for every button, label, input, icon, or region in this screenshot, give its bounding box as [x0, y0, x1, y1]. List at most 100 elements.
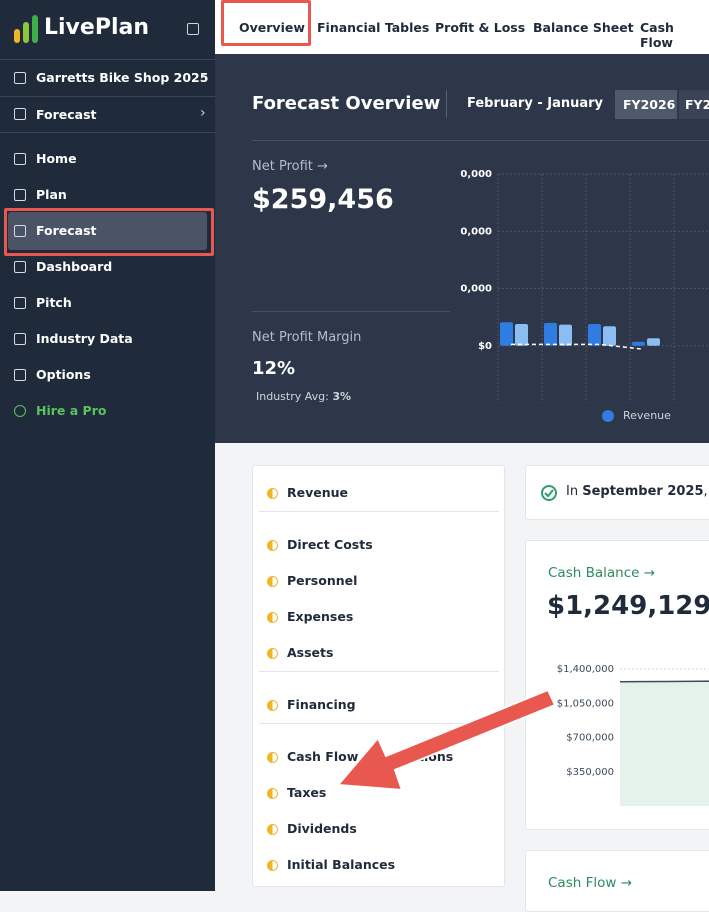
divider	[259, 723, 499, 724]
nav-item[interactable]: Industry Data	[36, 331, 133, 346]
nav-icon	[14, 405, 26, 417]
logo: LivePlan	[44, 15, 149, 40]
sidebar: LivePlan Garretts Bike Shop 2025 › Forec…	[0, 0, 215, 891]
section-selector[interactable]: Forecast	[36, 107, 97, 122]
nav-item[interactable]: Hire a Pro	[36, 403, 107, 418]
tab[interactable]: Cash Flow	[640, 20, 674, 50]
tab[interactable]: Profit & Loss	[435, 20, 526, 35]
status-icon	[267, 540, 278, 551]
year-button[interactable]	[615, 90, 677, 119]
y-tick-label: $400,000	[460, 226, 492, 237]
period: February - January	[467, 96, 604, 111]
tab[interactable]: Financial Tables	[317, 20, 430, 35]
collapse-button[interactable]	[187, 23, 199, 35]
highlight-box	[4, 208, 214, 256]
divider	[259, 671, 499, 672]
status-icon	[267, 700, 278, 711]
bar	[559, 324, 572, 346]
cash-balance-card: Cash Balance → $1,249,129 $350,000 $700,0…	[525, 540, 709, 830]
cash-balance-chart: $350,000 $700,000 $1,050,000 $1,400,000	[557, 664, 709, 806]
margin-value: 12%	[252, 358, 296, 379]
y-tick-label: $200,000	[460, 284, 492, 295]
forecast-item[interactable]: Cash Flow Assumptions	[287, 749, 454, 764]
bar	[544, 322, 557, 346]
bar	[500, 322, 513, 346]
legend-swatch	[602, 410, 614, 422]
bar	[632, 341, 645, 346]
status-icon	[267, 788, 278, 799]
industry-value: 3%	[332, 390, 352, 403]
status-icon	[267, 860, 278, 871]
nav-item[interactable]: Home	[36, 151, 77, 166]
forecast-item[interactable]: Direct Costs	[287, 537, 373, 552]
nav-item[interactable]: Plan	[36, 187, 67, 202]
y-tick-label: $350,000	[566, 767, 614, 778]
nav-icon	[14, 297, 26, 309]
nav-item[interactable]: Options	[36, 367, 91, 382]
nav-item[interactable]: Dashboard	[36, 259, 113, 274]
forecast-item[interactable]: Financing	[287, 697, 356, 712]
tab[interactable]: Balance Sheet	[533, 20, 634, 35]
status-icon	[267, 752, 278, 763]
area	[620, 681, 709, 806]
nav-icon	[14, 261, 26, 273]
divider	[259, 511, 499, 512]
notice-prefix: In	[566, 484, 579, 499]
overview-header: Forecast Overview February - January FY2…	[215, 54, 709, 443]
highlight-box	[221, 0, 311, 46]
page-title: Forecast Overview	[252, 93, 441, 114]
forecast-item[interactable]: Assets	[287, 645, 334, 660]
logo-icon	[14, 15, 38, 43]
bar	[603, 326, 616, 346]
line	[619, 680, 709, 683]
net-profit-chart: $0 $200,000 $400,000 $600,000 Revenue	[460, 169, 709, 422]
nav-icon	[14, 153, 26, 165]
nav-icon	[14, 369, 26, 381]
line	[511, 343, 644, 350]
year-label: FY2	[685, 97, 709, 112]
year-button[interactable]	[679, 90, 709, 119]
nav-item[interactable]: Pitch	[36, 295, 72, 310]
active-nav-bg	[8, 212, 207, 250]
cash-flow-card: Cash Flow →	[525, 850, 709, 912]
cash-balance-label[interactable]: Cash Balance →	[548, 565, 656, 581]
net-profit-label[interactable]: Net Profit →	[252, 159, 328, 174]
status-icon	[267, 488, 278, 499]
nav-item[interactable]: Forecast	[36, 223, 97, 238]
year-label: FY2026	[623, 97, 676, 112]
margin-label: Net Profit Margin	[252, 330, 362, 345]
bar	[515, 323, 528, 346]
forecast-item[interactable]: Expenses	[287, 609, 354, 624]
notice-rest: , y	[703, 484, 709, 499]
y-tick-label: $0	[478, 341, 492, 352]
y-tick-label: $700,000	[566, 733, 614, 744]
industry-avg: Industry Avg: 3%	[256, 390, 351, 403]
y-tick-label: $1,400,000	[557, 664, 614, 675]
forecast-item[interactable]: Initial Balances	[287, 857, 396, 872]
notice: In September 2025, y	[525, 465, 709, 520]
forecast-item[interactable]: Revenue	[287, 485, 349, 500]
forecast-item[interactable]: Personnel	[287, 573, 358, 588]
forecast-item[interactable]: Dividends	[287, 821, 357, 836]
cash-balance-value: $1,249,129	[547, 591, 709, 621]
status-icon	[267, 612, 278, 623]
nav-icon	[14, 225, 26, 237]
cash-flow-label[interactable]: Cash Flow →	[548, 875, 632, 891]
nav-icon	[14, 189, 26, 201]
status-icon	[267, 576, 278, 587]
bar	[588, 323, 601, 346]
tab[interactable]: Overview	[239, 20, 305, 35]
forecast-item[interactable]: Taxes	[287, 785, 327, 800]
company-selector[interactable]: Garretts Bike Shop 2025	[36, 70, 209, 85]
y-tick-label: $600,000	[460, 169, 492, 180]
legend-label: Revenue	[623, 409, 671, 422]
status-icon	[267, 648, 278, 659]
status-icon	[267, 824, 278, 835]
notice-strong: September 2025	[582, 484, 704, 499]
notice-text: In September 2025, y	[566, 484, 709, 499]
industry-label: Industry Avg:	[256, 390, 329, 403]
net-profit-value: $259,456	[252, 184, 394, 215]
y-tick-label: $1,050,000	[557, 698, 614, 709]
bar	[647, 338, 660, 346]
